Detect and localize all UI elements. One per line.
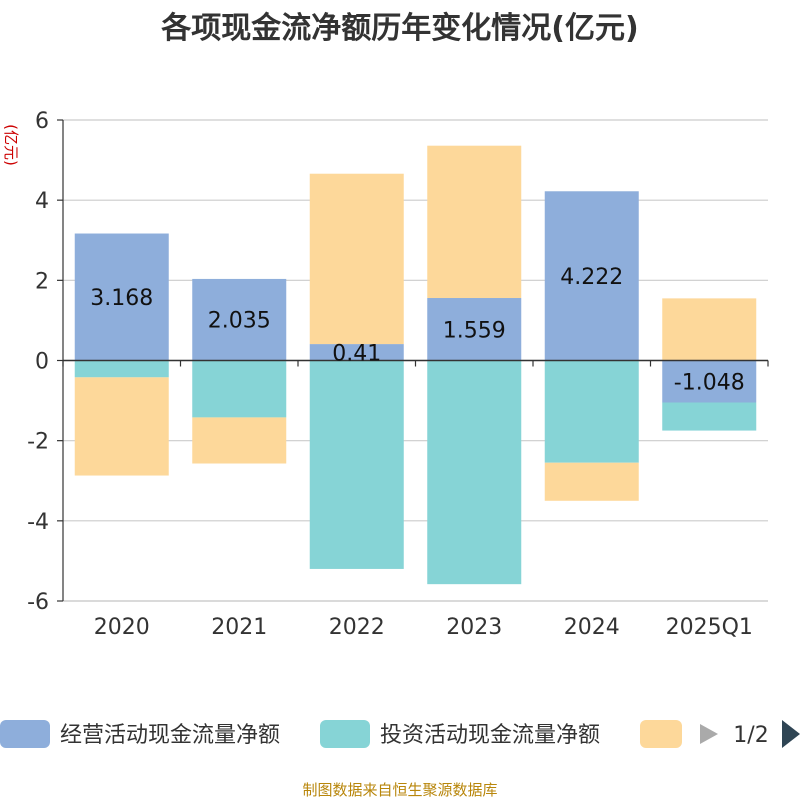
bar-value-label: 2.035 xyxy=(208,309,271,334)
source-footer: 制图数据来自恒生聚源数据库 xyxy=(302,781,497,799)
y-tick-label: 4 xyxy=(35,189,49,214)
bar-2024-series-1[interactable] xyxy=(544,360,639,463)
y-tick-label: -2 xyxy=(27,430,49,455)
bar-2022-series-1[interactable] xyxy=(309,360,404,569)
bar-2021-series-2[interactable] xyxy=(192,417,287,464)
bar-2023-series-1[interactable] xyxy=(427,360,522,585)
chart-title: 各项现金流净额历年变化情况(亿元) xyxy=(160,11,638,46)
axes: 6 4 2 0 -2 -4 -6 2020 2021 2022 2023 2024 2025Q1 xyxy=(27,109,769,640)
bar-value-label: 0.41 xyxy=(332,341,381,366)
bar-2021-series-0[interactable] xyxy=(192,278,287,361)
legend-swatch-operating[interactable] xyxy=(0,720,50,748)
y-tick-label: 6 xyxy=(35,109,49,134)
y-tick-label: 2 xyxy=(35,269,49,294)
legend-next-page-icon[interactable] xyxy=(782,720,800,748)
bar-value-label: 1.559 xyxy=(443,318,506,343)
bar-value-label: -1.048 xyxy=(674,371,745,396)
bar-2023-series-0[interactable] xyxy=(427,298,522,361)
bar-2025Q1-series-2[interactable] xyxy=(662,298,757,361)
x-tick-label: 2022 xyxy=(329,615,385,640)
legend-swatch-financing[interactable] xyxy=(640,720,682,748)
bar-2022-series-2[interactable] xyxy=(309,173,404,345)
bar-2023-series-2[interactable] xyxy=(427,145,522,299)
x-tick-label: 2020 xyxy=(94,615,150,640)
bar-2025Q1-series-0[interactable] xyxy=(662,360,757,403)
x-tick-label: 2023 xyxy=(446,615,502,640)
bar-value-label: 3.168 xyxy=(90,286,153,311)
bar-2021-series-1[interactable] xyxy=(192,360,287,418)
y-tick-label: 0 xyxy=(35,350,49,375)
bar-2020-series-1[interactable] xyxy=(74,360,169,378)
bars xyxy=(74,145,757,585)
bar-2025Q1-series-1[interactable] xyxy=(662,402,757,431)
legend: 经营活动现金流量净额 投资活动现金流量净额 1/2 xyxy=(0,720,800,748)
bar-2024-series-2[interactable] xyxy=(544,462,639,501)
bar-2020-series-2[interactable] xyxy=(74,377,169,476)
bar-2022-series-0[interactable] xyxy=(309,344,404,361)
legend-swatch-investing[interactable] xyxy=(320,720,370,748)
y-axis-unit-label: (亿元) xyxy=(2,124,20,166)
bar-2020-series-0[interactable] xyxy=(74,233,169,361)
y-tick-label: -6 xyxy=(27,590,49,615)
legend-prev-page-icon[interactable] xyxy=(700,724,718,744)
legend-label-operating[interactable]: 经营活动现金流量净额 xyxy=(60,723,280,748)
legend-label-investing[interactable]: 投资活动现金流量净额 xyxy=(380,723,600,748)
bar-value-label: 4.222 xyxy=(560,265,623,290)
x-tick-label: 2021 xyxy=(211,615,267,640)
y-tick-label: -4 xyxy=(27,510,49,535)
x-tick-label: 2025Q1 xyxy=(666,615,753,640)
x-tick-label: 2024 xyxy=(564,615,620,640)
data-labels: 3.168 2.035 0.41 1.559 4.222 -1.048 xyxy=(90,265,744,396)
bar-2024-series-0[interactable] xyxy=(544,191,639,361)
legend-page-indicator: 1/2 xyxy=(733,723,768,748)
